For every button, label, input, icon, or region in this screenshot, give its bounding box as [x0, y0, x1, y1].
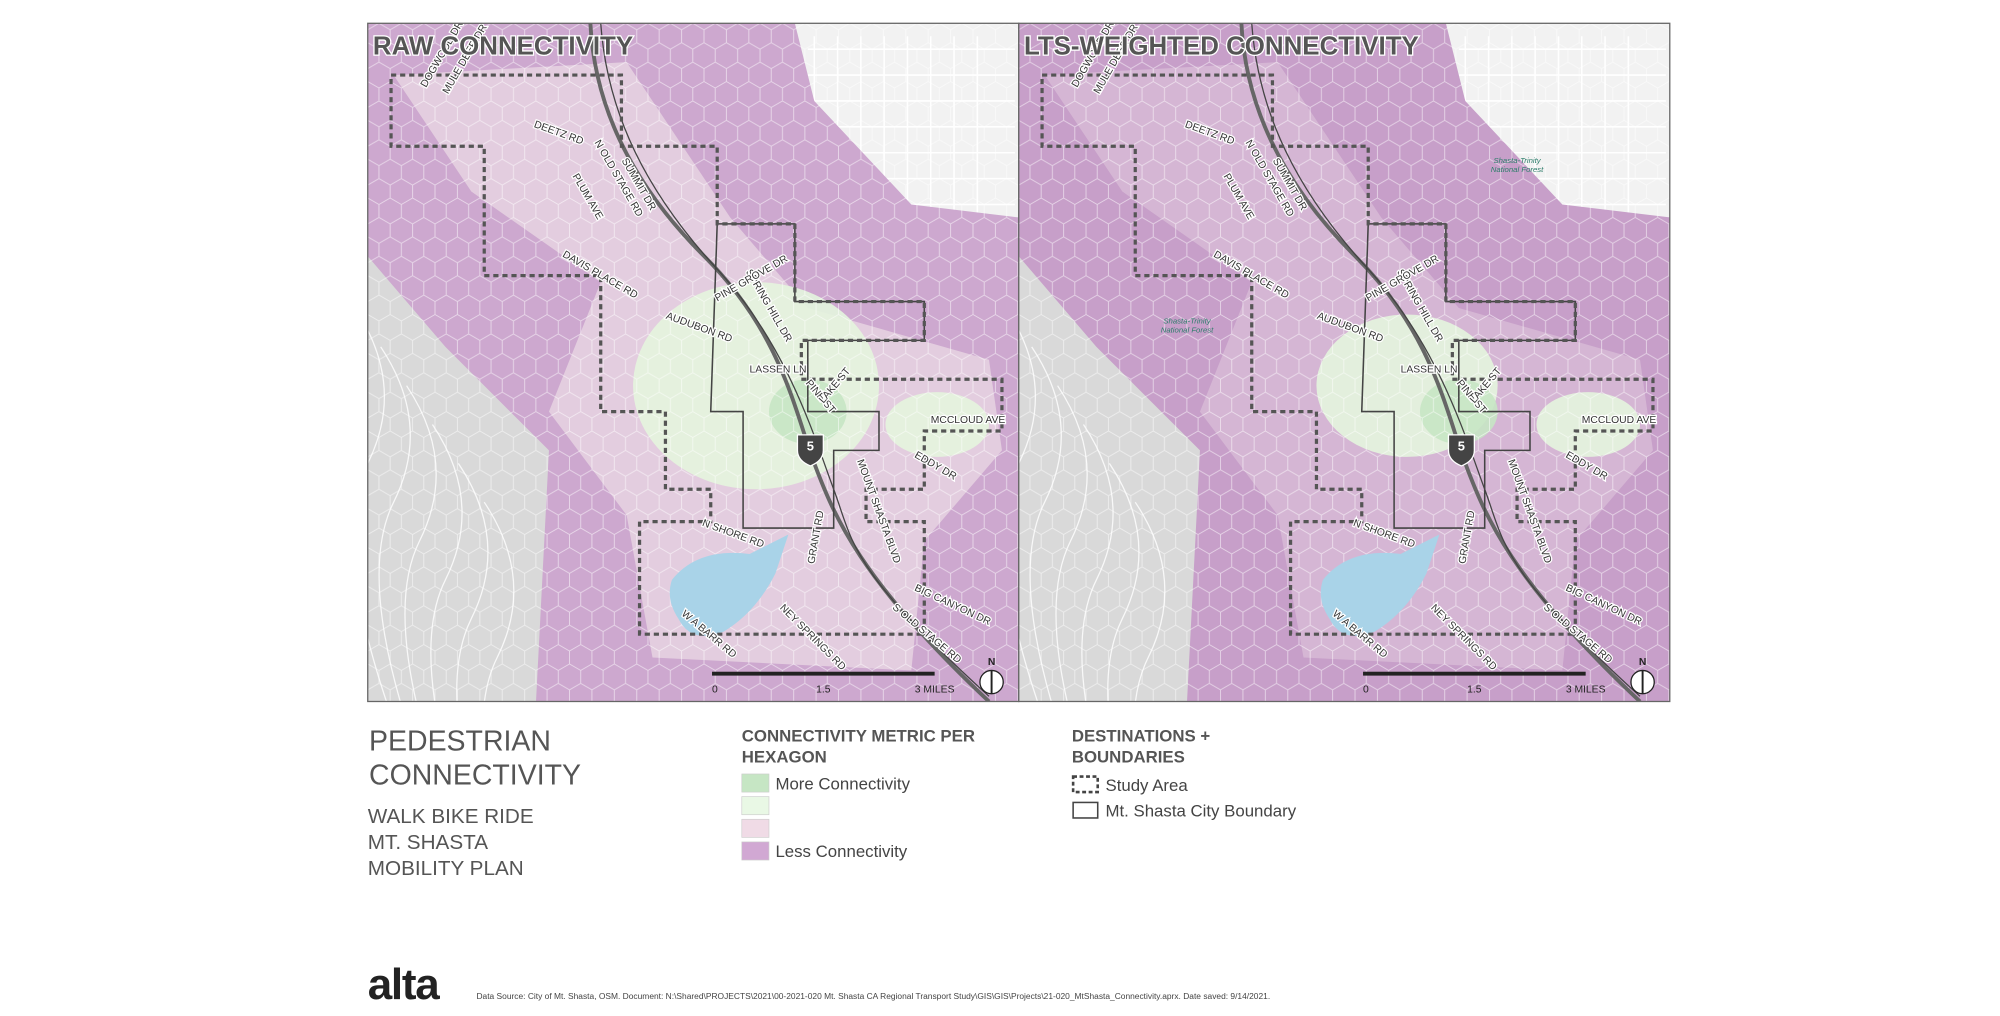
- road-label: MCCLOUD AVE: [1582, 415, 1657, 426]
- scale-label: 3 MILES: [1566, 684, 1606, 695]
- legend-subtitle: MOBILITY PLAN: [368, 857, 524, 880]
- shield-label: 5: [807, 438, 814, 453]
- metric-title: CONNECTIVITY METRIC PER: [742, 727, 975, 746]
- study-swatch: [1071, 775, 1100, 794]
- metric-title: HEXAGON: [742, 747, 827, 766]
- legend-swatch: [741, 796, 770, 816]
- legend-item: More Connectivity: [775, 775, 910, 794]
- scale-label: 3 MILES: [915, 684, 955, 695]
- lake: [1320, 534, 1440, 636]
- legend-title: CONNECTIVITY: [369, 759, 581, 791]
- legend-title: PEDESTRIAN: [369, 726, 551, 758]
- scale-label: 1.5: [816, 684, 831, 695]
- legend-subtitle: MT. SHASTA: [368, 831, 489, 854]
- scale-label: 1.5: [1467, 684, 1482, 695]
- forest-label: Shasta-Trinity: [1493, 156, 1541, 165]
- scale-label: 0: [1363, 684, 1369, 695]
- rail: [600, 23, 990, 697]
- data-source: Data Source: City of Mt. Shasta, OSM. Do…: [476, 991, 1270, 1001]
- legend-subtitle: WALK BIKE RIDE: [368, 805, 534, 828]
- north-label: N: [1639, 657, 1646, 668]
- road-label: LASSEN LN: [750, 365, 807, 376]
- legend-item: Less Connectivity: [775, 842, 907, 861]
- legend-swatch: [741, 773, 770, 793]
- road-label: LASSEN LN: [1401, 365, 1458, 376]
- shield: [796, 434, 824, 467]
- scale-bar: [1363, 671, 1586, 676]
- boundaries-title: BOUNDARIES: [1072, 747, 1185, 766]
- legend-swatch: [741, 841, 770, 861]
- map-title: RAW CONNECTIVITY: [373, 32, 633, 60]
- north-label: N: [988, 657, 995, 668]
- forest-label: National Forest: [1161, 326, 1214, 335]
- legend-item: Study Area: [1105, 776, 1188, 795]
- forest-label: National Forest: [1491, 165, 1544, 174]
- scale-bar: [712, 671, 935, 676]
- study-area: [1040, 73, 1655, 636]
- study-area: [389, 73, 1004, 636]
- scale-label: 0: [712, 684, 718, 695]
- map-title: LTS-WEIGHTED CONNECTIVITY: [1024, 32, 1419, 60]
- panel-frame: [1018, 22, 1671, 703]
- road-label: MCCLOUD AVE: [931, 415, 1006, 426]
- shield: [1447, 434, 1475, 467]
- legend-item: Mt. Shasta City Boundary: [1105, 802, 1296, 821]
- lake: [669, 534, 789, 636]
- boundaries-title: DESTINATIONS +: [1072, 727, 1211, 746]
- legend-swatch: [741, 818, 770, 838]
- forest-label: Shasta-Trinity: [1163, 317, 1211, 326]
- logo: alta: [368, 960, 440, 1009]
- rail: [1251, 23, 1641, 697]
- shield-label: 5: [1458, 438, 1465, 453]
- city-swatch: [1072, 801, 1099, 819]
